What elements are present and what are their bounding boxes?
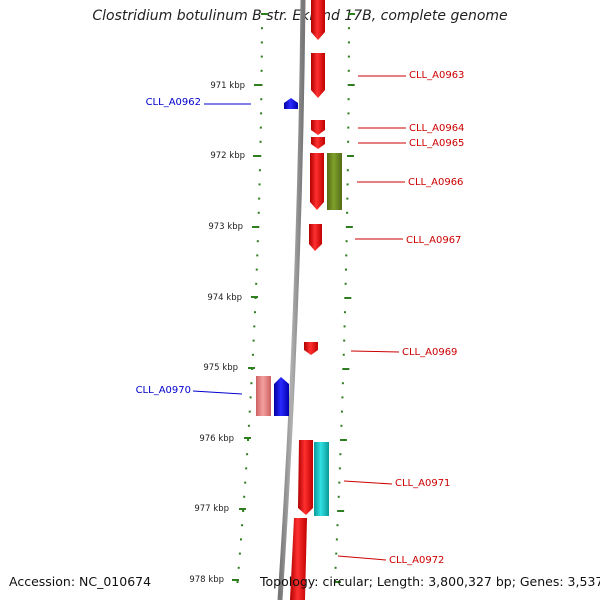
scale-label-976: 976 kbp	[199, 434, 234, 444]
scale-label-973: 973 kbp	[208, 222, 243, 232]
gene-label-cll-a0969[interactable]: CLL_A0969	[402, 347, 457, 358]
feature-cll-a0970-pink[interactable]	[256, 376, 271, 416]
outer-tick-ring	[333, 13, 355, 583]
gene-features	[256, 0, 342, 600]
scale-label-975: 975 kbp	[203, 363, 238, 373]
callout-line-cll-a0972	[337, 555, 387, 561]
scale-label-974: 974 kbp	[207, 293, 242, 303]
topology-text: Topology: circular; Length: 3,800,327 bp…	[260, 574, 600, 589]
callout-line-cll-a0970	[192, 390, 243, 395]
scale-label-971: 971 kbp	[210, 81, 245, 91]
map-title: Clostridium botulinum B str. Eklund 17B,…	[92, 8, 508, 24]
gene-label-cll-a0971[interactable]: CLL_A0971	[395, 478, 450, 489]
gene-arrow-cll-a0972[interactable]	[290, 518, 307, 600]
scale-ticks: 971 kbp 972 kbp 973 kbp 974 kbp 975 kbp …	[189, 81, 261, 585]
gene-arrow-cll-a0963[interactable]	[311, 53, 325, 98]
gene-label-cll-a0964[interactable]: CLL_A0964	[409, 123, 464, 134]
gene-arrow-top[interactable]	[311, 0, 325, 40]
gene-label-cll-a0963[interactable]: CLL_A0963	[409, 70, 464, 81]
inner-tick-ring	[236, 13, 268, 583]
gene-arrow-cll-a0971[interactable]	[298, 440, 313, 515]
gene-label-cll-a0965[interactable]: CLL_A0965	[409, 138, 464, 149]
gene-arrow-cll-a0967[interactable]	[309, 224, 322, 251]
gene-arrow-cll-a0964[interactable]	[311, 120, 325, 135]
feature-cll-a0966-olive[interactable]	[327, 153, 342, 210]
accession-text: Accession: NC_010674	[9, 574, 152, 589]
genome-backbone	[277, 0, 306, 600]
gene-arrow-cll-a0965[interactable]	[311, 137, 325, 149]
feature-cll-a0971-cyan[interactable]	[314, 442, 329, 516]
gene-arrow-cll-a0966[interactable]	[310, 153, 324, 210]
gene-label-cll-a0966[interactable]: CLL_A0966	[408, 177, 463, 188]
gene-arrow-cll-a0962[interactable]	[284, 98, 298, 109]
gene-label-cll-a0962[interactable]: CLL_A0962	[146, 97, 201, 108]
gene-label-cll-a0972[interactable]: CLL_A0972	[389, 555, 444, 566]
gene-label-cll-a0970[interactable]: CLL_A0970	[136, 385, 191, 396]
scale-label-972: 972 kbp	[210, 151, 245, 161]
callout-line-cll-a0969	[350, 350, 400, 353]
callout-line-cll-a0971	[343, 480, 393, 485]
scale-label-977: 977 kbp	[194, 504, 229, 514]
scale-label-978: 978 kbp	[189, 575, 224, 585]
gene-callouts: CLL_A0963 CLL_A0962 CLL_A0964 CLL_A0965 …	[136, 70, 465, 566]
gene-arrow-cll-a0970[interactable]	[274, 377, 289, 416]
gene-label-cll-a0967[interactable]: CLL_A0967	[406, 235, 461, 246]
gene-arrow-cll-a0969[interactable]	[304, 342, 318, 355]
